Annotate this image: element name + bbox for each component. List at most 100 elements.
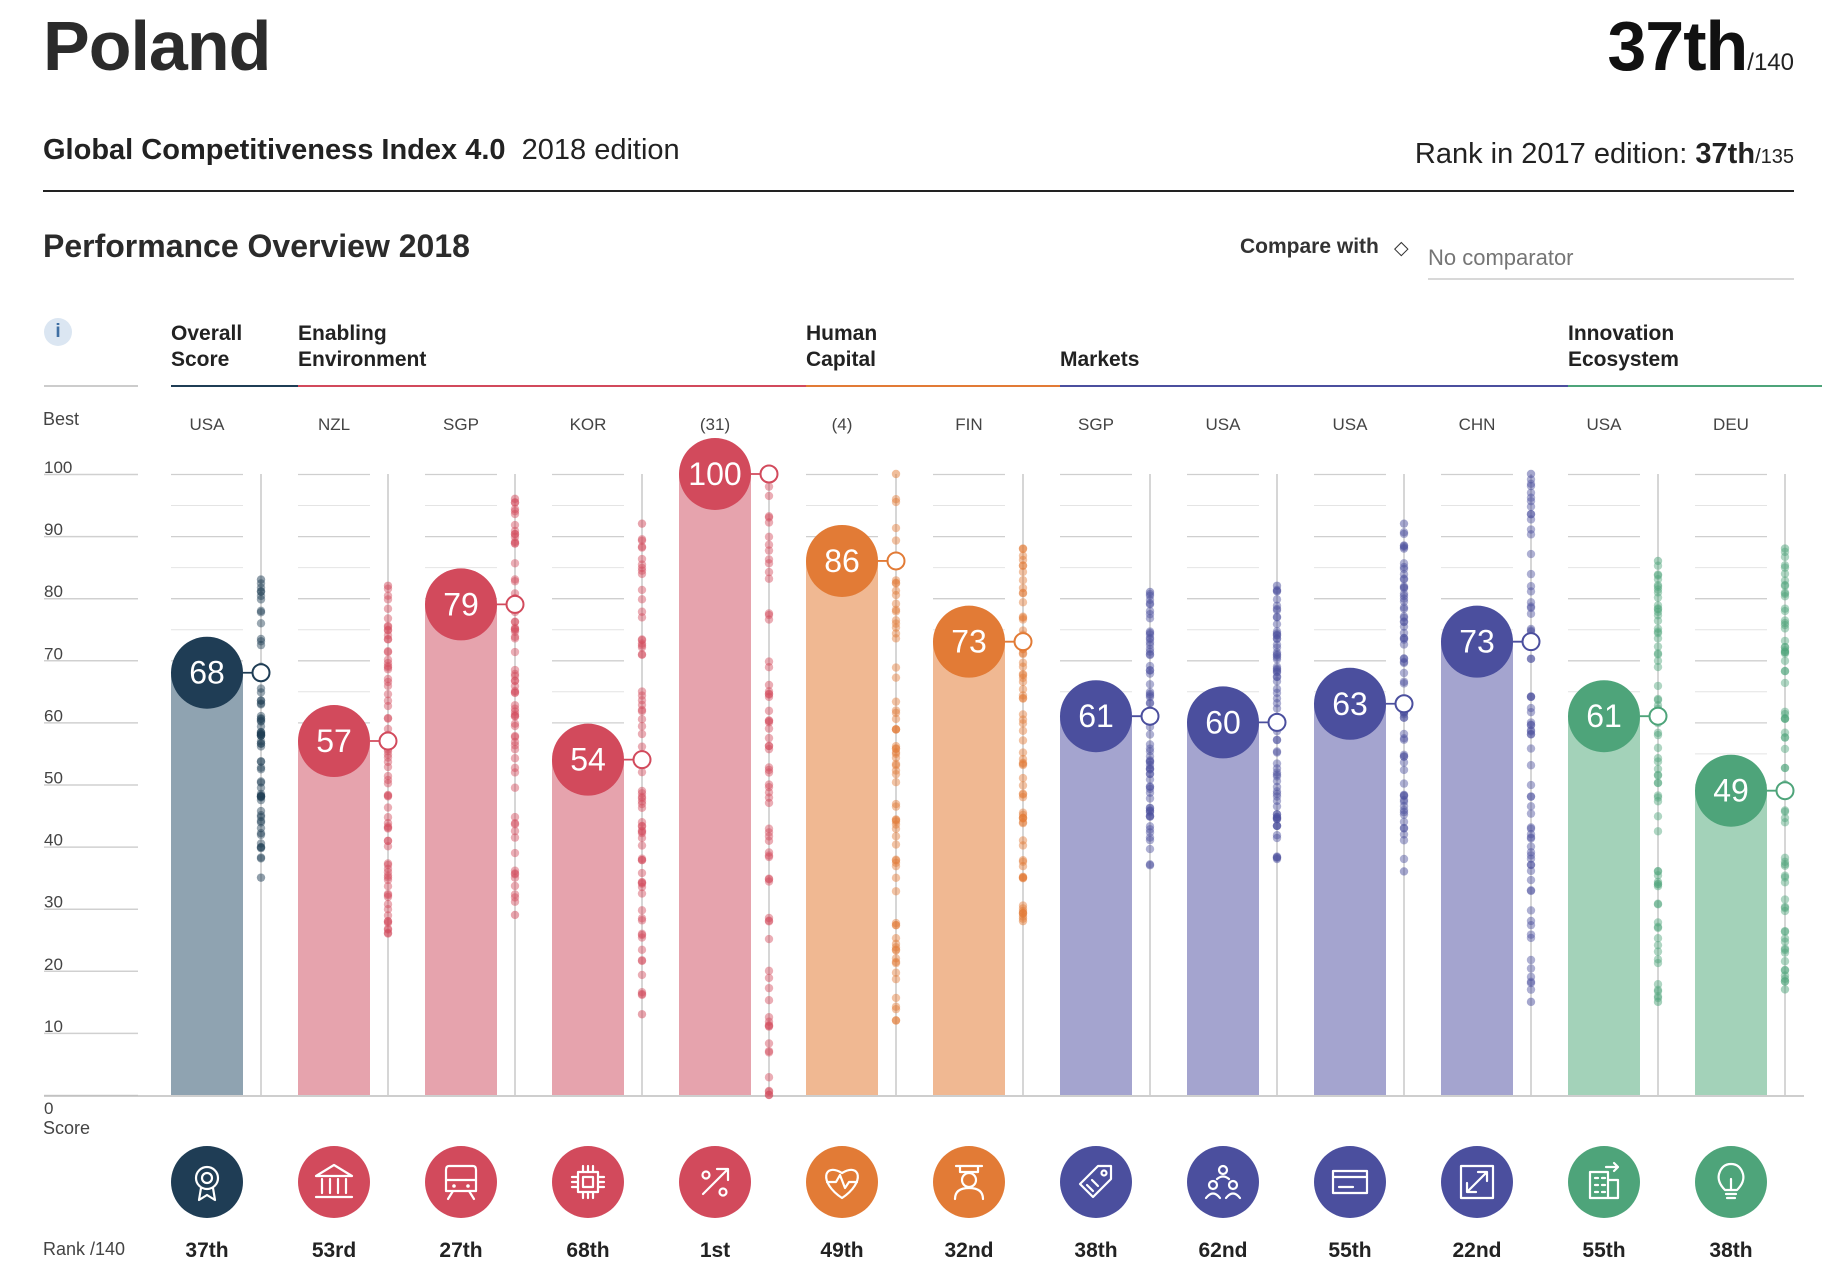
best-country-label: USA — [190, 415, 226, 434]
economy-dot — [891, 954, 901, 963]
economy-dot — [1399, 584, 1409, 593]
best-country-label: SGP — [443, 415, 479, 434]
economy-dot — [764, 836, 774, 846]
economy-dot — [1780, 563, 1790, 572]
pillar-header-line: Human — [806, 322, 878, 345]
economy-dot — [891, 778, 901, 787]
economy-dot — [1272, 643, 1282, 652]
economy-dot — [1145, 650, 1155, 659]
comparator-input[interactable] — [1428, 230, 1794, 280]
economy-dot — [1526, 510, 1536, 519]
economy-dot — [383, 677, 393, 687]
axis-rule — [44, 385, 138, 387]
economy-dot — [891, 817, 901, 826]
economy-dot — [383, 882, 393, 891]
economy-dot — [637, 789, 647, 798]
y-tick-label: 50 — [44, 769, 63, 788]
economy-dot — [383, 867, 393, 877]
economy-dot — [383, 714, 393, 723]
economy-dot — [637, 786, 647, 796]
graduate-icon-stroke — [953, 1186, 985, 1201]
score-bar — [1568, 716, 1640, 1095]
economy-dot — [383, 635, 393, 644]
economy-dot — [1018, 649, 1028, 659]
economy-dot — [1526, 569, 1536, 579]
economy-dot — [1526, 860, 1536, 869]
economy-dot — [1272, 821, 1282, 830]
economy-dot — [637, 822, 647, 831]
best-country-label: USA — [1206, 415, 1242, 434]
economy-dot — [764, 532, 774, 541]
economy-dot — [764, 744, 774, 754]
building-growth-icon-stroke — [1588, 1170, 1620, 1200]
economy-dot — [1653, 827, 1663, 836]
economy-dot — [637, 799, 647, 809]
economy-dot — [1653, 616, 1663, 625]
economy-dot — [1399, 810, 1409, 819]
economy-dot — [637, 945, 647, 955]
economy-dot — [1653, 575, 1663, 584]
economy-dot — [256, 853, 266, 862]
economy-dot — [637, 794, 647, 803]
economy-dot — [1018, 792, 1028, 802]
economy-dot — [1018, 857, 1028, 866]
economy-dot — [1526, 720, 1536, 730]
pillar-rank: 38th — [1709, 1239, 1752, 1262]
economy-dot — [1526, 792, 1536, 801]
economy-dot — [383, 889, 393, 899]
people-network-icon-stroke — [1217, 1164, 1229, 1176]
lightbulb-icon-stroke — [1724, 1177, 1738, 1200]
economy-dot — [510, 763, 520, 773]
diamond-icon: ◇ — [1394, 238, 1409, 259]
economy-dot — [510, 910, 520, 920]
economy-dot — [637, 828, 647, 838]
economy-dot — [510, 768, 520, 777]
economy-dot — [256, 637, 266, 646]
economy-dot — [256, 699, 266, 708]
economy-dot — [1399, 677, 1409, 686]
economy-dot — [764, 1090, 774, 1100]
economy-dot — [1272, 634, 1282, 643]
score-bar — [425, 604, 497, 1095]
index-subtitle: Global Competitiveness Index 4.0 2018 ed… — [43, 134, 680, 167]
economy-dot — [1399, 750, 1409, 760]
economy-dot — [637, 933, 647, 942]
economy-dot — [1272, 601, 1282, 610]
economy-dot — [256, 717, 266, 726]
economy-dot — [1526, 930, 1536, 939]
economy-dot — [1653, 634, 1663, 643]
economy-dot — [1399, 575, 1409, 584]
edition-label: 2018 edition — [521, 134, 680, 166]
economy-dot — [256, 714, 266, 723]
economy-dot — [1526, 823, 1536, 832]
pillar-rule — [171, 385, 298, 387]
economy-dot — [1653, 757, 1663, 766]
rank-value: 37th — [1607, 7, 1748, 85]
economy-dot — [1145, 833, 1155, 842]
economy-dot — [1399, 591, 1409, 601]
economy-dot — [891, 957, 901, 967]
score-circle — [806, 524, 878, 597]
economy-dot — [1145, 811, 1155, 821]
economy-dot — [256, 854, 266, 863]
economy-dot — [510, 537, 520, 547]
economy-dot — [891, 832, 901, 841]
economy-dot — [1526, 692, 1536, 702]
rank2017-value: 37th — [1695, 138, 1756, 170]
economy-dot — [256, 810, 266, 820]
economy-dot — [764, 828, 774, 837]
economy-dot — [1018, 589, 1028, 598]
info-icon[interactable]: i — [44, 318, 72, 346]
economy-dot — [1272, 814, 1282, 823]
economy-dot — [1653, 866, 1663, 876]
economy-dot — [1653, 695, 1663, 705]
economy-dot — [891, 607, 901, 616]
economy-dot — [1526, 726, 1536, 735]
economy-dot — [1780, 646, 1790, 655]
economy-dot — [637, 833, 647, 843]
economy-dot — [510, 577, 520, 586]
economy-dot — [637, 563, 647, 573]
score-bar — [298, 741, 370, 1095]
economy-dot — [1780, 552, 1790, 562]
economy-dot — [1653, 588, 1663, 597]
